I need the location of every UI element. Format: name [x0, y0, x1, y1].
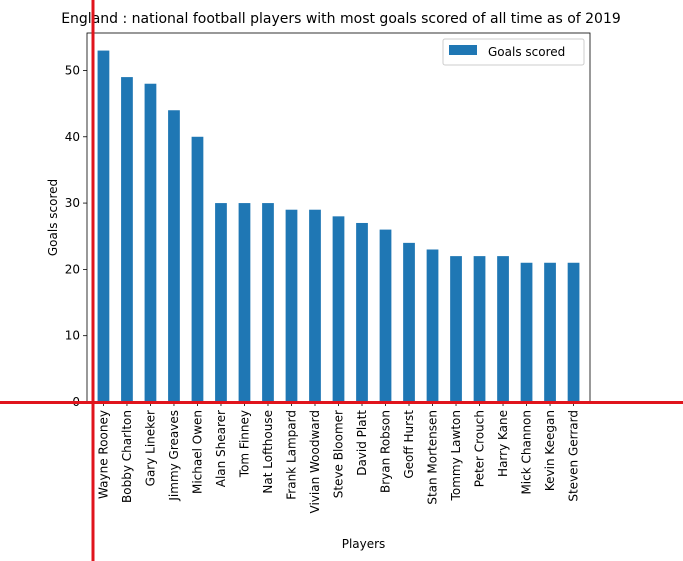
- x-tick-label: Stan Mortensen: [426, 410, 440, 505]
- bar-alan-shearer: [215, 203, 227, 402]
- legend-box: [442, 38, 585, 66]
- bar-mick-channon: [520, 262, 533, 402]
- legend: Goals scored: [442, 38, 585, 66]
- bar-wayne-rooney: [97, 50, 110, 402]
- y-tick-label: 10: [65, 329, 80, 343]
- bar-bryan-robson: [379, 229, 392, 402]
- x-tick-label: Vivian Woodward: [308, 410, 322, 513]
- bar-bobby-charlton: [121, 77, 133, 403]
- bar-gary-lineker: [144, 83, 157, 402]
- bars-group: [97, 50, 580, 403]
- bar-frank-lampard: [285, 209, 298, 402]
- x-tick-label: David Platt: [355, 410, 369, 476]
- x-tick-label: Steven Gerrard: [567, 410, 581, 502]
- legend-label: Goals scored: [488, 45, 565, 59]
- legend-swatch: [449, 45, 477, 55]
- x-tick-label: Gary Lineker: [143, 410, 157, 486]
- bar-peter-crouch: [473, 256, 486, 402]
- bar-tom-finney: [238, 203, 251, 402]
- bar-harry-kane: [497, 256, 509, 402]
- bar-steve-bloomer: [332, 216, 345, 402]
- bar-jimmy-greaves: [168, 110, 180, 402]
- x-tick-label: Tom Finney: [237, 410, 251, 478]
- bar-michael-owen: [191, 136, 204, 403]
- bar-vivian-woodward: [309, 209, 321, 402]
- bar-nat-lofthouse: [262, 203, 274, 402]
- chart-title: England : national football players with…: [61, 11, 621, 27]
- x-axis-ticks: Wayne Rooney Bobby Charlton Gary Lineker Ji…: [96, 402, 581, 513]
- x-tick-label: Geoff Hurst: [402, 410, 416, 479]
- x-tick-label: Harry Kane: [496, 410, 510, 477]
- x-tick-label: Alan Shearer: [214, 410, 228, 487]
- x-tick-label: Wayne Rooney: [96, 410, 110, 499]
- x-tick-label: Mick Channon: [520, 410, 534, 495]
- x-tick-label: Tommy Lawton: [449, 410, 463, 501]
- bar-stan-mortensen: [426, 249, 439, 402]
- y-tick-label: 20: [65, 262, 80, 276]
- y-tick-label: 50: [65, 63, 80, 77]
- x-tick-label: Peter Crouch: [473, 410, 487, 487]
- x-tick-label: Nat Lofthouse: [261, 410, 275, 494]
- y-axis-label: Goals scored: [46, 179, 60, 256]
- x-tick-label: Michael Owen: [190, 410, 204, 494]
- bar-geoff-hurst: [403, 242, 415, 402]
- bar-david-platt: [356, 222, 368, 402]
- y-tick-label: 40: [65, 130, 80, 144]
- x-axis-label: Players: [342, 537, 386, 551]
- y-tick-label: 30: [65, 196, 80, 210]
- x-tick-label: Kevin Keegan: [543, 410, 557, 491]
- x-tick-label: Bobby Charlton: [120, 410, 134, 503]
- x-tick-label: Steve Bloomer: [332, 410, 346, 498]
- bar-tommy-lawton: [450, 256, 462, 402]
- y-axis-ticks: 01020304050: [65, 63, 87, 409]
- x-tick-label: Bryan Robson: [379, 410, 393, 493]
- bar-steven-gerrard: [567, 262, 580, 402]
- x-tick-label: Frank Lampard: [284, 410, 298, 500]
- bar-kevin-keegan: [544, 262, 556, 402]
- x-tick-label: Jimmy Greaves: [167, 410, 181, 502]
